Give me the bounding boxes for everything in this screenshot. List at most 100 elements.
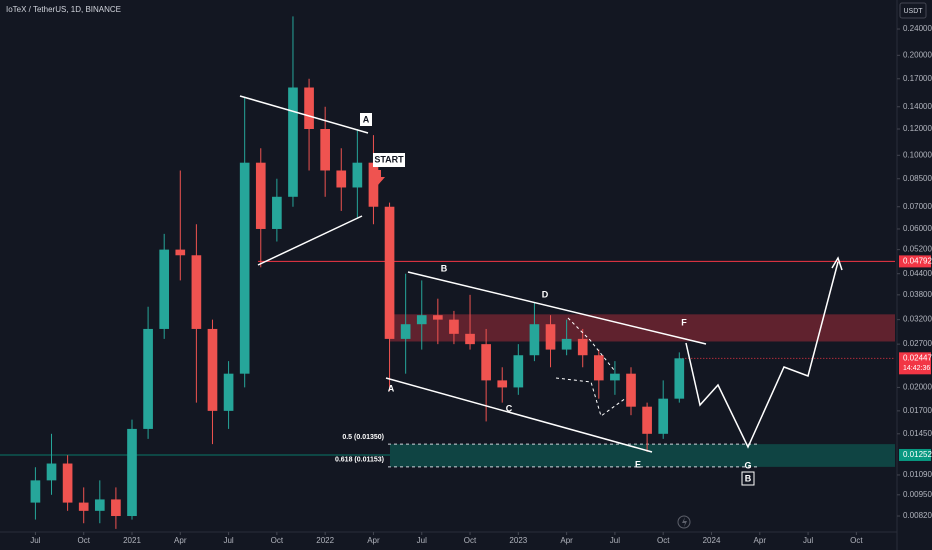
x-tick-label: 2023 xyxy=(509,536,527,545)
price-tag xyxy=(899,255,931,268)
projection-arrow xyxy=(831,256,843,271)
price-tag xyxy=(899,448,931,461)
wave-label: F xyxy=(681,317,687,327)
label-box xyxy=(360,113,372,126)
y-tick-label: 0.01090 xyxy=(903,470,932,479)
x-tick-label: Jul xyxy=(417,536,427,545)
candle-body xyxy=(610,373,620,381)
y-tick-label: 0.07000 xyxy=(903,202,932,211)
replay-icon[interactable] xyxy=(677,515,691,529)
y-tick-label: 0.00820 xyxy=(903,511,932,520)
candle-body xyxy=(239,162,250,374)
wave-label: D xyxy=(542,289,549,299)
x-tick-label: 2024 xyxy=(703,536,721,545)
candle-body xyxy=(288,87,298,197)
y-tick-label: 0.12000 xyxy=(903,124,932,133)
demand-zone xyxy=(390,444,895,467)
triangle-upper xyxy=(239,95,369,134)
candle-body xyxy=(127,428,137,517)
y-tick-label: 0.02700 xyxy=(903,339,932,348)
x-tick-label: Oct xyxy=(271,536,284,545)
start-label: START xyxy=(374,154,404,164)
y-tick-label: 0.02000 xyxy=(903,383,932,392)
y-tick-label: 0.04400 xyxy=(903,269,932,278)
x-tick-label: 2021 xyxy=(123,536,141,545)
candle-body xyxy=(30,480,41,503)
candle-body xyxy=(384,206,395,339)
candle-body xyxy=(593,355,604,381)
y-tick-label: 0.01450 xyxy=(903,429,932,438)
wave-label: E xyxy=(635,459,641,469)
x-tick-label: Apr xyxy=(560,536,573,545)
x-tick-label: Apr xyxy=(174,536,187,545)
wave-label: G xyxy=(744,460,751,470)
triangle-lower xyxy=(257,215,363,266)
price-tag-label: 0.01252 xyxy=(903,450,932,459)
x-tick-label: Jul xyxy=(803,536,813,545)
candle-body xyxy=(626,373,636,407)
candle-body xyxy=(561,338,572,350)
candle-body xyxy=(272,196,282,229)
candle-body xyxy=(46,463,57,481)
candle-body xyxy=(223,373,234,411)
y-tick-label: 0.20000 xyxy=(903,50,932,59)
wave-label: B xyxy=(745,473,752,483)
wave-label: A xyxy=(363,114,370,124)
candle-body xyxy=(368,162,379,207)
x-tick-label: Oct xyxy=(464,536,477,545)
fib-label: 0.5 (0.01350) xyxy=(342,434,384,441)
candle-body xyxy=(481,344,491,381)
candle-body xyxy=(545,324,556,350)
wave-label: B xyxy=(441,263,448,273)
candle-body xyxy=(658,398,669,434)
candle-body xyxy=(62,463,73,503)
x-tick-label: Jul xyxy=(610,536,620,545)
channel-lower xyxy=(385,377,653,453)
currency-box[interactable] xyxy=(899,2,927,19)
y-tick-label: 0.17000 xyxy=(903,74,932,83)
x-tick-label: Oct xyxy=(850,536,863,545)
candle-body xyxy=(175,249,186,256)
y-tick-label: 0.01700 xyxy=(903,406,932,415)
candle-body xyxy=(433,315,443,320)
wave-label: A xyxy=(388,383,395,393)
candle-body xyxy=(207,328,218,411)
currency: USDT xyxy=(903,8,923,15)
price-tag xyxy=(899,352,931,375)
x-tick-label: Jul xyxy=(223,536,233,545)
label-box xyxy=(373,153,405,167)
candle-body xyxy=(529,324,540,356)
x-tick-label: Oct xyxy=(657,536,670,545)
candle-body xyxy=(255,162,266,229)
candle-body xyxy=(352,162,363,188)
y-tick-label: 0.08500 xyxy=(903,174,932,183)
start-arrow xyxy=(371,170,385,185)
candle-body xyxy=(159,249,170,329)
y-tick-label: 0.05200 xyxy=(903,245,932,254)
candle-body xyxy=(400,324,411,339)
y-tick-label: 0.03200 xyxy=(903,315,932,324)
x-tick-label: Jul xyxy=(30,536,40,545)
x-tick-label: 2022 xyxy=(316,536,334,545)
dashed-path xyxy=(555,377,627,417)
candle-body xyxy=(674,358,685,399)
candle-body xyxy=(143,328,153,429)
y-tick-label: 0.06000 xyxy=(903,224,932,233)
price-tag-label: 0.04792 xyxy=(903,257,932,266)
candle-body xyxy=(416,315,427,325)
candle-body xyxy=(304,87,314,129)
projection-path xyxy=(685,261,839,449)
x-tick-label: Apr xyxy=(367,536,380,545)
countdown: 14:42:36 xyxy=(903,365,930,372)
dashed-path xyxy=(567,317,615,371)
y-tick-label: 0.24000 xyxy=(903,24,932,33)
candle-body xyxy=(336,170,347,188)
replay-icon[interactable] xyxy=(682,517,687,527)
y-tick-label: 0.14000 xyxy=(903,102,932,111)
y-tick-label: 0.00950 xyxy=(903,490,932,499)
x-tick-label: Oct xyxy=(77,536,90,545)
wave-label: C xyxy=(506,403,513,413)
candle-body xyxy=(642,406,652,434)
